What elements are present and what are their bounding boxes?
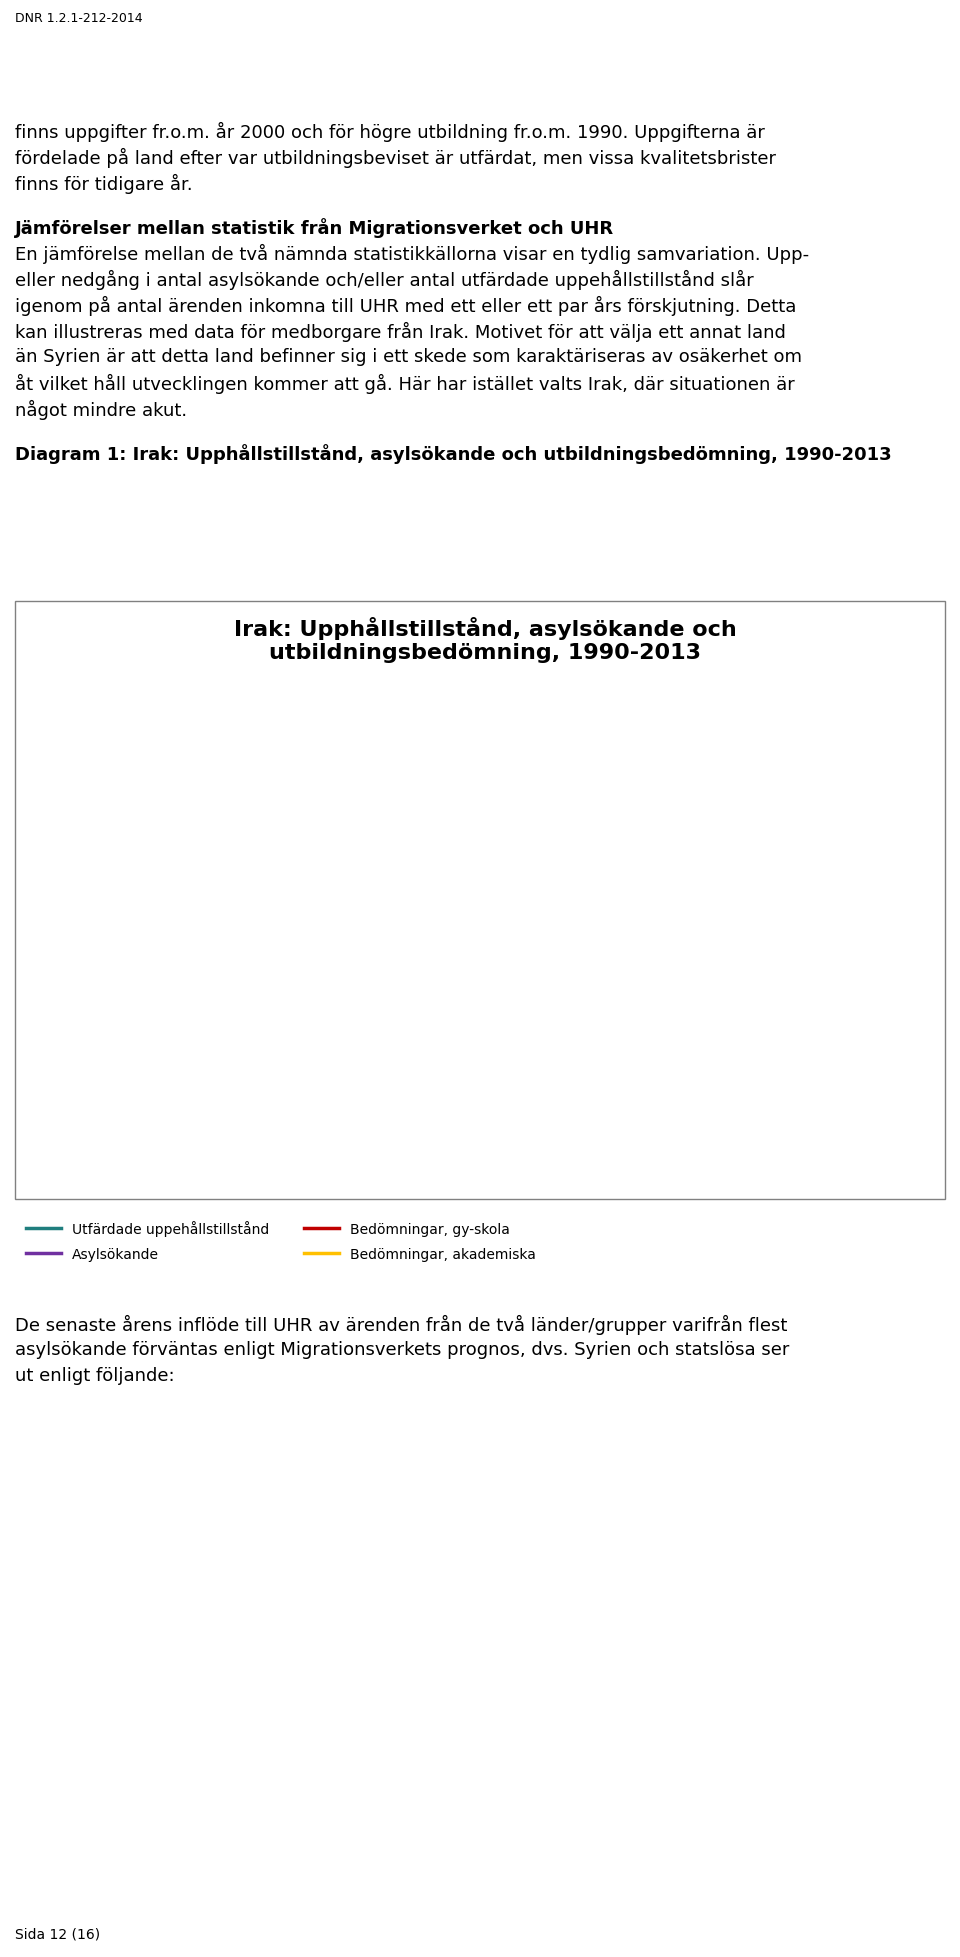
Text: Jämförelser mellan statistik från Migrationsverket och UHR: Jämförelser mellan statistik från Migrat…	[15, 217, 614, 239]
Text: Sida 12 (16): Sida 12 (16)	[15, 1928, 100, 1941]
Text: finns för tidigare år.: finns för tidigare år.	[15, 174, 193, 194]
Text: Diagram 1: Irak: Upphållstillstånd, asylsökande och utbildningsbedömning, 1990-2: Diagram 1: Irak: Upphållstillstånd, asyl…	[15, 444, 892, 464]
Text: igenom på antal ärenden inkomna till UHR med ett eller ett par års förskjutning.: igenom på antal ärenden inkomna till UHR…	[15, 296, 797, 315]
Text: asylsökande förväntas enligt Migrationsverkets prognos, dvs. Syrien och statslös: asylsökande förväntas enligt Migrationsv…	[15, 1341, 789, 1358]
X-axis label: År: År	[476, 1180, 493, 1196]
Legend: Utfärdade uppehållstillstånd, Asylsökande, Bedömningar, gy-skola, Bedömningar, a: Utfärdade uppehållstillstånd, Asylsökand…	[22, 1217, 540, 1266]
Text: åt vilket håll utvecklingen kommer att gå. Här har istället valts Irak, där situ: åt vilket håll utvecklingen kommer att g…	[15, 374, 795, 393]
Text: något mindre akut.: något mindre akut.	[15, 399, 187, 421]
Text: DNR 1.2.1-212-2014: DNR 1.2.1-212-2014	[15, 12, 143, 25]
Text: En jämförelse mellan de två nämnda statistikkällorna visar en tydlig samvariatio: En jämförelse mellan de två nämnda stati…	[15, 245, 809, 264]
Text: ut enligt följande:: ut enligt följande:	[15, 1366, 175, 1384]
Text: än Syrien är att detta land befinner sig i ett skede som karaktäriseras av osäke: än Syrien är att detta land befinner sig…	[15, 348, 802, 366]
Text: De senaste årens inflöde till UHR av ärenden från de två länder/grupper varifrån: De senaste årens inflöde till UHR av äre…	[15, 1315, 787, 1335]
Text: eller nedgång i antal asylsökande och/eller antal utfärdade uppehållstillstånd s: eller nedgång i antal asylsökande och/el…	[15, 270, 754, 290]
Text: finns uppgifter fr.o.m. år 2000 och för högre utbildning fr.o.m. 1990. Uppgifter: finns uppgifter fr.o.m. år 2000 och för …	[15, 121, 765, 143]
Text: Irak: Upphållstillstånd, asylsökande och
utbildningsbedömning, 1990-2013: Irak: Upphållstillstånd, asylsökande och…	[233, 616, 736, 663]
Y-axis label: Antal asylsökande och uppehållstillstånd: Antal asylsökande och uppehållstillstånd	[21, 802, 36, 1059]
Text: kan illustreras med data för medborgare från Irak. Motivet för att välja ett ann: kan illustreras med data för medborgare …	[15, 321, 786, 342]
Y-axis label: Antal utbildningsbedömningar: Antal utbildningsbedömningar	[924, 836, 937, 1025]
Text: fördelade på land efter var utbildningsbeviset är utfärdat, men vissa kvalitetsb: fördelade på land efter var utbildningsb…	[15, 149, 776, 168]
